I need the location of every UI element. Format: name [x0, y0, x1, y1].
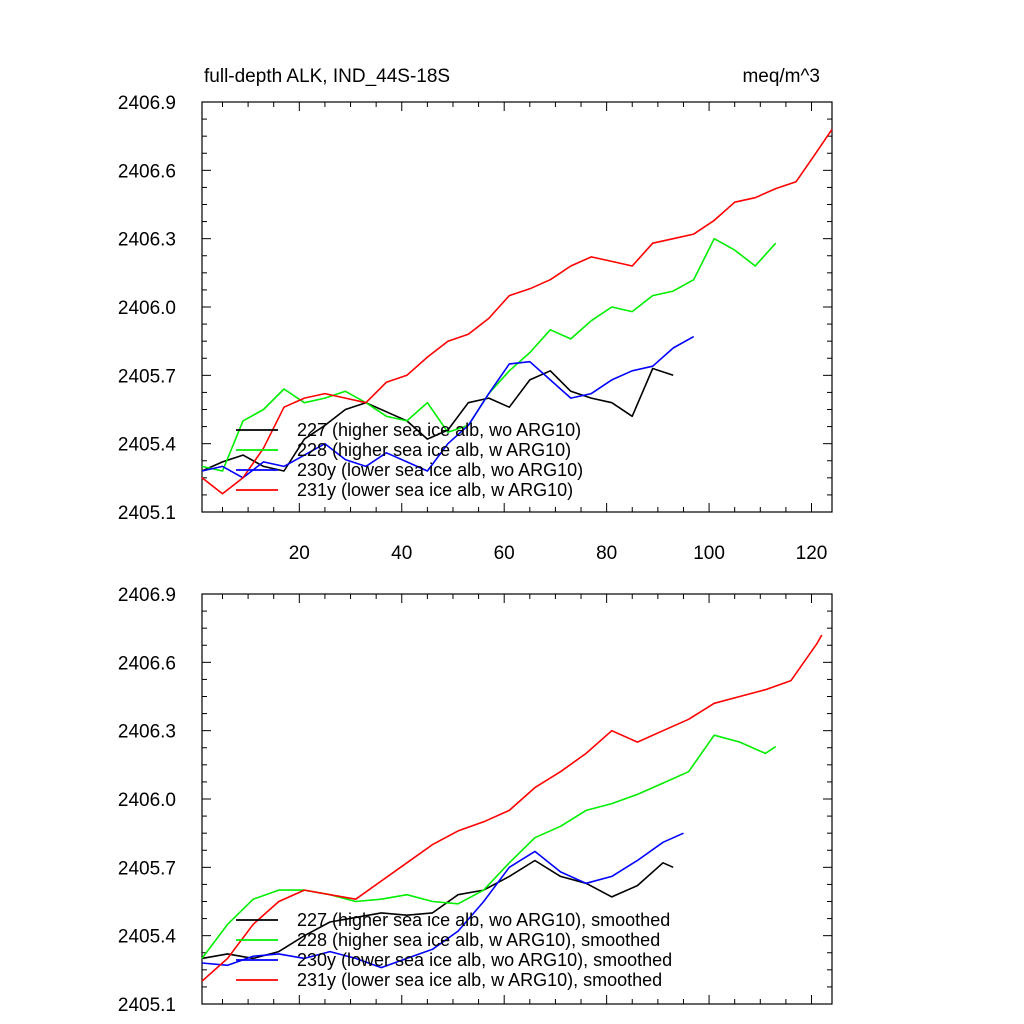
y-tick-label: 2406.6	[118, 653, 176, 674]
y-tick-label: 2406.6	[118, 161, 176, 182]
legend-label-231y: 231y (lower sea ice alb, w ARG10)	[297, 480, 573, 500]
series-line-231y	[201, 634, 823, 982]
top-series-group	[201, 128, 833, 495]
x-tick-label: 120	[796, 543, 828, 564]
y-tick-label: 2405.7	[118, 366, 176, 387]
y-tick-label: 2406.9	[118, 585, 176, 606]
x-tick-label: 100	[693, 543, 725, 564]
y-tick-label: 2405.1	[118, 995, 176, 1016]
y-tick-label: 2406.3	[118, 722, 176, 743]
series-line-231y	[201, 128, 833, 495]
y-tick-label: 2406.0	[118, 298, 176, 319]
x-tick-label: 40	[391, 543, 412, 564]
series-line-227	[201, 367, 674, 472]
y-tick-label: 2405.4	[118, 435, 177, 456]
series-line-230y	[201, 335, 695, 479]
y-tick-label: 2405.4	[118, 927, 177, 948]
series-line-227	[201, 859, 674, 960]
bottom-series-group	[201, 634, 823, 982]
y-tick-label: 2405.7	[118, 858, 176, 879]
legend-label-231y: 231y (lower sea ice alb, w ARG10), smoot…	[297, 970, 662, 990]
x-tick-label: 80	[596, 543, 617, 564]
top-panel: full-depth ALK, IND_44S-18S meq/m^3 2405…	[118, 66, 833, 564]
legend-label-228: 228 (higher sea ice alb, w ARG10), smoot…	[297, 930, 660, 950]
top-axis-ticks: 2405.1 2405.4 2405.7 2406.0 2406.3 2406.6 2406…	[118, 93, 832, 564]
y-tick-label: 2405.1	[118, 503, 176, 524]
bottom-axis-ticks: 2405.1 2405.4 2405.7 2406.0 2406.3 2406.6 2406…	[118, 585, 832, 1016]
legend-label-227: 227 (higher sea ice alb, wo ARG10), smoo…	[297, 910, 670, 930]
units-label: meq/m^3	[742, 66, 820, 87]
y-tick-label: 2406.3	[118, 230, 176, 251]
legend-label-230y: 230y (lower sea ice alb, wo ARG10), smoo…	[297, 950, 672, 970]
legend-label-230y: 230y (lower sea ice alb, wo ARG10)	[297, 460, 583, 480]
legend-label-227: 227 (higher sea ice alb, wo ARG10)	[297, 420, 581, 440]
chart-title: full-depth ALK, IND_44S-18S	[204, 66, 450, 87]
series-line-230y	[201, 832, 684, 969]
series-line-228	[201, 734, 777, 959]
legend-label-228: 228 (higher sea ice alb, w ARG10)	[297, 440, 571, 460]
x-tick-label: 60	[494, 543, 515, 564]
y-tick-label: 2406.9	[118, 93, 176, 114]
x-tick-label: 20	[289, 543, 310, 564]
top-legend: 227 (higher sea ice alb, wo ARG10)228 (h…	[236, 420, 583, 500]
y-tick-label: 2406.0	[118, 790, 176, 811]
bottom-panel: 2405.1 2405.4 2405.7 2406.0 2406.3 2406.6 2406…	[118, 585, 833, 1016]
bottom-legend: 227 (higher sea ice alb, wo ARG10), smoo…	[236, 910, 672, 990]
